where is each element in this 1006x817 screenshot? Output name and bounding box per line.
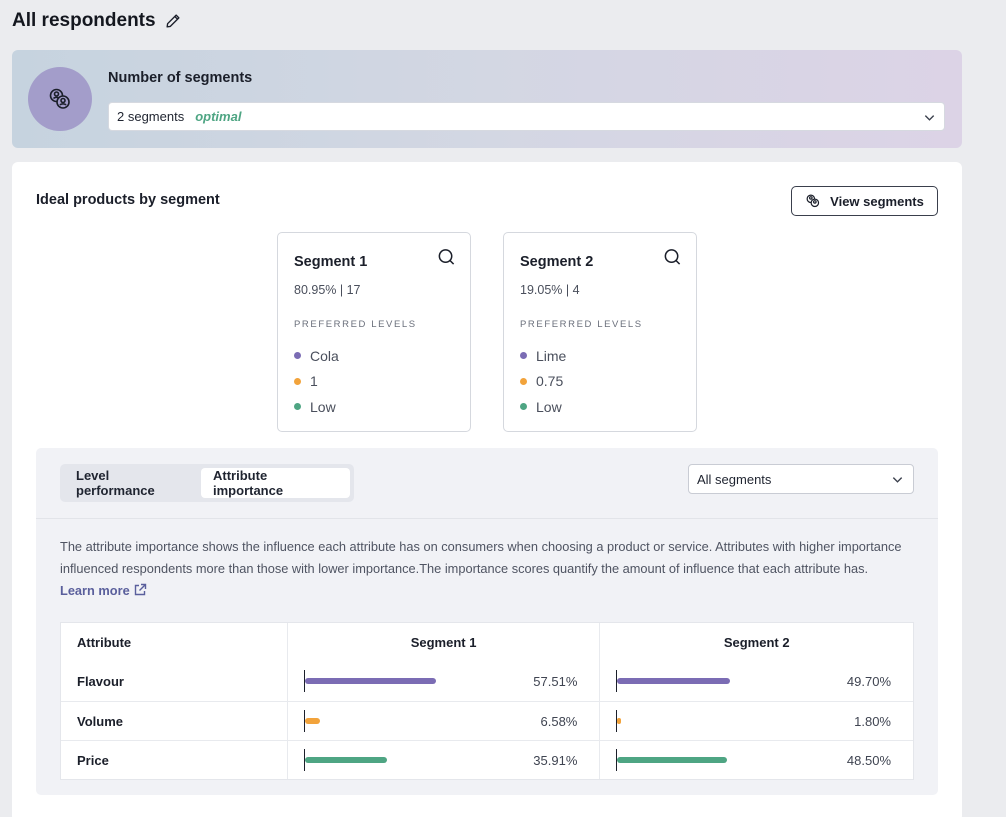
flavour-dot-icon	[520, 352, 527, 360]
bar-axis-line	[616, 670, 618, 692]
column-header-segment-2: Segment 2	[723, 635, 790, 650]
table-header-row: Attribute Segment 1 Segment 2	[61, 623, 913, 662]
segments-count-value: 2 segments	[117, 109, 185, 124]
importance-bar	[617, 678, 731, 684]
importance-value: 57.51%	[533, 674, 578, 689]
segments-icon	[49, 88, 70, 109]
chevron-down-icon	[892, 477, 903, 483]
segment-card-title: Segment 2	[520, 254, 594, 270]
view-segments-button[interactable]: View segments	[791, 186, 938, 216]
importance-bar	[617, 757, 728, 763]
bar-axis-line	[303, 749, 305, 771]
importance-cell-segment-2: 48.50%	[600, 741, 913, 779]
learn-more-link[interactable]: Learn more	[60, 583, 147, 598]
price-dot-icon	[294, 403, 301, 411]
preferred-levels-list: Cola 1 Low	[294, 343, 339, 420]
preferred-level-label: 0.75	[536, 373, 564, 390]
table-row: Flavour 57.51% 49.70%	[61, 662, 913, 701]
preferred-level-label: Low	[310, 398, 336, 415]
analysis-tabs: Level performance Attribute importance	[60, 464, 354, 502]
edit-pencil-icon[interactable]	[164, 12, 182, 30]
importance-cell-segment-1: 35.91%	[287, 741, 601, 779]
search-icon[interactable]	[663, 248, 682, 267]
preferred-level-label: Lime	[536, 347, 567, 364]
attribute-importance-table: Attribute Segment 1 Segment 2 Flavour 57.…	[60, 622, 914, 780]
external-link-icon	[134, 583, 146, 596]
table-row: Price 35.91% 48.50%	[61, 740, 913, 779]
preferred-level-item: 0.75	[520, 369, 566, 395]
preferred-level-item: Low	[294, 394, 339, 420]
importance-cell-segment-1: 6.58%	[287, 702, 601, 740]
importance-cell-segment-2: 1.80%	[600, 702, 913, 740]
flavour-dot-icon	[294, 352, 301, 360]
segments-config-card: Number of segments 2 segments optimal	[12, 50, 962, 148]
segment-card-2: Segment 2 19.05% | 4 PREFERRED LEVELS Li…	[503, 232, 697, 432]
preferred-levels-label: PREFERRED LEVELS	[294, 319, 417, 330]
preferred-level-item: Cola	[294, 343, 339, 369]
segments-count-select[interactable]: 2 segments optimal	[108, 102, 945, 131]
table-row: Volume 6.58% 1.80%	[61, 701, 913, 740]
segment-card-stats: 19.05% | 4	[520, 283, 580, 297]
preferred-levels-list: Lime 0.75 Low	[520, 343, 566, 420]
attribute-name: Volume	[61, 702, 288, 740]
bar-axis-line	[303, 670, 305, 692]
segment-filter-select[interactable]: All segments	[688, 464, 914, 494]
column-header-segment-1: Segment 1	[288, 623, 601, 662]
ideal-products-title: Ideal products by segment	[36, 192, 220, 208]
importance-value: 6.58%	[540, 714, 578, 729]
tab-attribute-importance[interactable]: Attribute importance	[201, 468, 350, 498]
bar-axis-line	[616, 749, 618, 771]
learn-more-label: Learn more	[60, 583, 130, 598]
volume-dot-icon	[294, 377, 301, 385]
importance-bar	[304, 757, 387, 763]
importance-value: 48.50%	[846, 753, 891, 768]
segment-card-title: Segment 1	[294, 254, 368, 270]
preferred-level-item: 1	[294, 369, 339, 395]
attribute-name: Price	[61, 741, 288, 779]
preferred-level-label: Low	[536, 398, 562, 415]
segments-avatar	[28, 67, 92, 131]
importance-value: 49.70%	[846, 674, 891, 689]
volume-dot-icon	[520, 377, 527, 385]
importance-cell-segment-2: 49.70%	[600, 662, 913, 701]
column-header-attribute: Attribute	[61, 623, 288, 662]
segments-icon	[806, 194, 820, 208]
segment-card-stats: 80.95% | 17	[294, 283, 361, 297]
attribute-name: Flavour	[61, 662, 288, 701]
bar-axis-line	[616, 710, 618, 732]
bar-axis-line	[303, 710, 305, 732]
segments-config-title: Number of segments	[108, 70, 253, 86]
importance-bar	[617, 718, 622, 724]
segment-filter-value: All segments	[697, 471, 772, 487]
importance-value: 35.91%	[533, 753, 578, 768]
importance-cell-segment-1: 57.51%	[287, 662, 601, 701]
page-header: All respondents	[12, 8, 182, 34]
importance-value: 1.80%	[854, 714, 891, 729]
attribute-importance-description: The attribute importance shows the influ…	[60, 536, 910, 602]
preferred-level-label: 1	[310, 373, 318, 390]
price-dot-icon	[520, 403, 527, 411]
preferred-levels-label: PREFERRED LEVELS	[520, 319, 643, 330]
description-text: The attribute importance shows the influ…	[60, 539, 902, 576]
panel-divider	[36, 518, 938, 519]
page-title: All respondents	[12, 10, 156, 31]
chevron-down-icon	[924, 115, 935, 121]
main-card: Ideal products by segment View segments …	[12, 162, 962, 817]
preferred-level-label: Cola	[310, 347, 339, 364]
search-icon[interactable]	[437, 248, 456, 267]
preferred-level-item: Low	[520, 394, 566, 420]
tab-level-performance[interactable]: Level performance	[76, 468, 155, 498]
importance-bar	[304, 678, 436, 684]
analysis-panel: Level performance Attribute importance A…	[36, 448, 938, 795]
segment-card-1: Segment 1 80.95% | 17 PREFERRED LEVELS C…	[277, 232, 471, 432]
view-segments-label: View segments	[830, 193, 924, 209]
importance-bar	[304, 718, 320, 724]
preferred-level-item: Lime	[520, 343, 566, 369]
optimal-badge: optimal	[195, 109, 242, 124]
